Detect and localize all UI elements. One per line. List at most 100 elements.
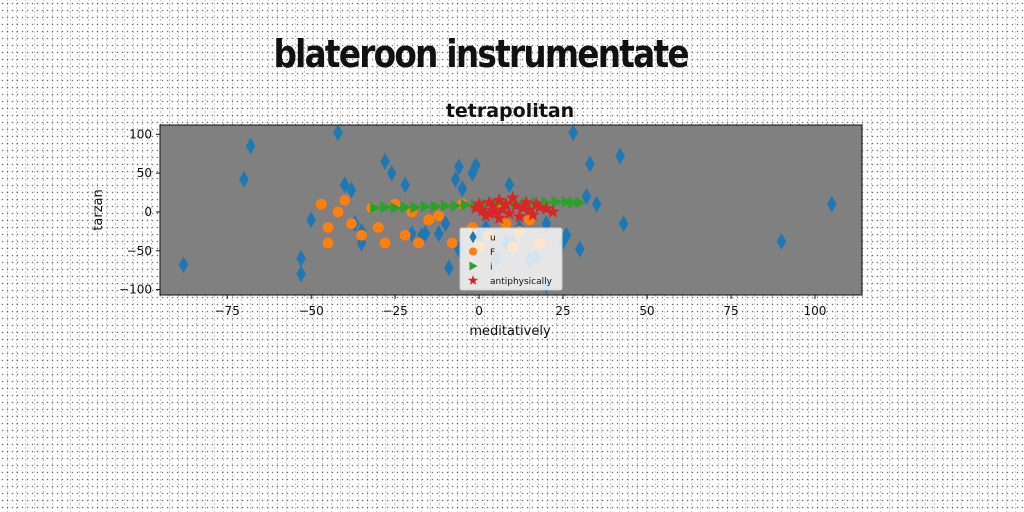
point-u-17 [420, 225, 431, 243]
y-tick-label: 100 [129, 127, 152, 141]
point-u-2 [245, 137, 256, 155]
x-tick-label: −50 [298, 304, 323, 318]
point-u-12 [380, 153, 390, 170]
x-tick-label: 100 [804, 304, 827, 318]
point-u-4 [296, 265, 306, 283]
y-tick-label: −50 [127, 244, 152, 258]
point-i-6 [430, 200, 442, 213]
point-i-3 [400, 201, 412, 214]
point-antiphysically-13 [512, 209, 527, 223]
point-u-47 [776, 233, 787, 250]
point-u-5 [306, 211, 316, 229]
point-F-6 [356, 229, 367, 241]
point-u-8 [346, 181, 357, 199]
point-i-9 [460, 198, 472, 211]
legend-label-i: i [490, 263, 493, 273]
point-u-14 [400, 176, 410, 194]
point-F-0 [315, 198, 327, 210]
point-u-44 [591, 195, 602, 213]
x-tick-label: 0 [475, 304, 483, 318]
point-antiphysically-3 [479, 208, 493, 222]
point-u-40 [568, 124, 578, 142]
point-F-9 [379, 237, 391, 249]
point-u-18 [433, 225, 444, 243]
point-F-15 [433, 210, 445, 222]
x-tick-label: 25 [555, 304, 570, 318]
point-antiphysically-17 [526, 207, 540, 221]
chart-title: tetrapolitan [446, 100, 574, 122]
point-u-21 [450, 170, 461, 188]
y-tick-label: 0 [144, 205, 152, 219]
point-i-20 [568, 196, 580, 209]
plot-frame [159, 124, 863, 296]
point-F-14 [423, 214, 435, 226]
legend-marker-i [469, 261, 478, 271]
point-i-19 [561, 195, 573, 208]
point-u-31 [504, 176, 515, 194]
point-u-43 [585, 155, 595, 173]
point-u-48 [826, 195, 837, 213]
point-i-21 [575, 196, 586, 209]
point-i-8 [450, 199, 462, 212]
point-antiphysically-7 [492, 193, 507, 207]
point-u-24 [457, 180, 468, 198]
point-u-46 [618, 215, 629, 232]
point-u-7 [339, 176, 350, 194]
point-antiphysically-4 [482, 195, 496, 209]
point-antiphysically-12 [509, 198, 523, 212]
point-antiphysically-5 [485, 198, 500, 212]
legend-marker-F [468, 247, 478, 256]
x-tick-label: 50 [639, 304, 654, 318]
point-u-25 [467, 164, 478, 182]
point-antiphysically-18 [529, 197, 543, 210]
point-F-1 [322, 222, 334, 233]
point-F-8 [372, 222, 384, 233]
point-antiphysically-20 [539, 201, 554, 215]
point-u-0 [178, 256, 189, 274]
point-u-22 [454, 158, 464, 176]
point-i-5 [420, 200, 432, 213]
point-u-41 [575, 240, 585, 258]
y-axis-label: tarzan [91, 189, 106, 230]
x-tick-label: 75 [723, 304, 738, 318]
point-antiphysically-15 [519, 195, 533, 209]
point-u-3 [296, 250, 306, 267]
legend-label-u: u [490, 234, 496, 244]
x-axis-label: meditatively [469, 324, 551, 339]
point-F-22 [500, 218, 512, 229]
y-tick-label: −100 [119, 283, 152, 297]
point-i-0 [370, 202, 381, 215]
point-i-1 [380, 201, 392, 214]
x-tick-label: −25 [382, 304, 407, 318]
point-F-16 [446, 237, 458, 249]
x-tick-label: −75 [215, 304, 240, 318]
point-antiphysically-6 [489, 204, 503, 218]
point-i-4 [410, 201, 422, 214]
point-antiphysically-10 [502, 206, 517, 220]
point-u-19 [440, 215, 451, 232]
point-u-15 [407, 225, 417, 243]
point-u-26 [470, 156, 481, 174]
legend-box [459, 227, 563, 291]
point-antiphysically-16 [522, 203, 537, 217]
legend-label-antiphysically: antiphysically [490, 277, 553, 287]
legend: uFi antiphysically [459, 227, 563, 291]
point-antiphysically-21 [546, 204, 560, 218]
legend-marker-antiphysically [467, 275, 479, 285]
point-F-4 [339, 194, 351, 206]
axes: −75 −50 −25 0 25 50 75 100 −100 −50 0 50 100 [119, 124, 863, 318]
point-u-37 [541, 215, 552, 232]
point-antiphysically-22 [492, 211, 507, 224]
point-i-7 [440, 199, 452, 212]
legend-label-F: F [490, 248, 495, 258]
point-F-3 [332, 206, 344, 218]
point-u-1 [239, 170, 249, 188]
point-antiphysically-23 [482, 206, 496, 220]
point-u-45 [615, 147, 625, 165]
point-u-6 [333, 124, 343, 142]
point-antiphysically-2 [475, 203, 490, 217]
figure-suptitle: blateroon instrumentate [273, 32, 689, 76]
point-antiphysically-9 [499, 197, 513, 210]
point-antiphysically-1 [472, 197, 486, 210]
point-F-5 [346, 218, 357, 229]
